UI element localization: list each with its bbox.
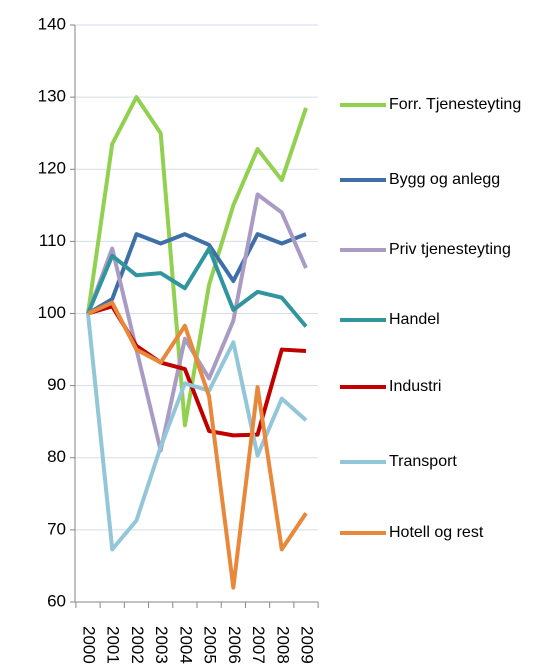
y-tick-label: 120	[38, 159, 66, 178]
y-tick-label: 130	[38, 87, 66, 106]
legend-label: Bygg og anlegg	[389, 171, 500, 188]
y-tick-label: 60	[47, 591, 66, 610]
x-tick-label: 2007	[249, 626, 268, 664]
y-tick-label: 80	[47, 447, 66, 466]
x-tick-label: 2003	[152, 626, 171, 664]
x-tick-label: 2001	[104, 626, 123, 664]
x-tick-label: 2000	[80, 626, 99, 664]
x-tick-label: 2002	[128, 626, 147, 664]
legend-label: Hotell og rest	[389, 524, 484, 541]
y-tick-label: 90	[47, 375, 66, 394]
y-tick-label: 110	[39, 231, 66, 250]
x-tick-label: 2008	[273, 626, 292, 664]
x-tick-label: 2006	[225, 626, 244, 664]
x-tick-label: 2005	[201, 626, 220, 664]
y-tick-label: 140	[38, 14, 66, 33]
x-tick-label: 2009	[298, 626, 317, 664]
y-tick-label: 100	[38, 303, 66, 322]
legend-label: Industri	[389, 378, 441, 395]
series-line	[86, 232, 307, 316]
x-tick-label: 2004	[176, 626, 195, 664]
legend-label: Priv tjenesteyting	[389, 241, 511, 258]
y-tick-label: 70	[47, 519, 66, 538]
series-line	[86, 313, 308, 552]
legend-label: Handel	[389, 311, 440, 328]
legend-label: Transport	[389, 453, 457, 470]
series-line	[86, 246, 308, 328]
legend-label: Forr. Tjenesteyting	[389, 96, 521, 113]
series-line	[87, 300, 308, 590]
